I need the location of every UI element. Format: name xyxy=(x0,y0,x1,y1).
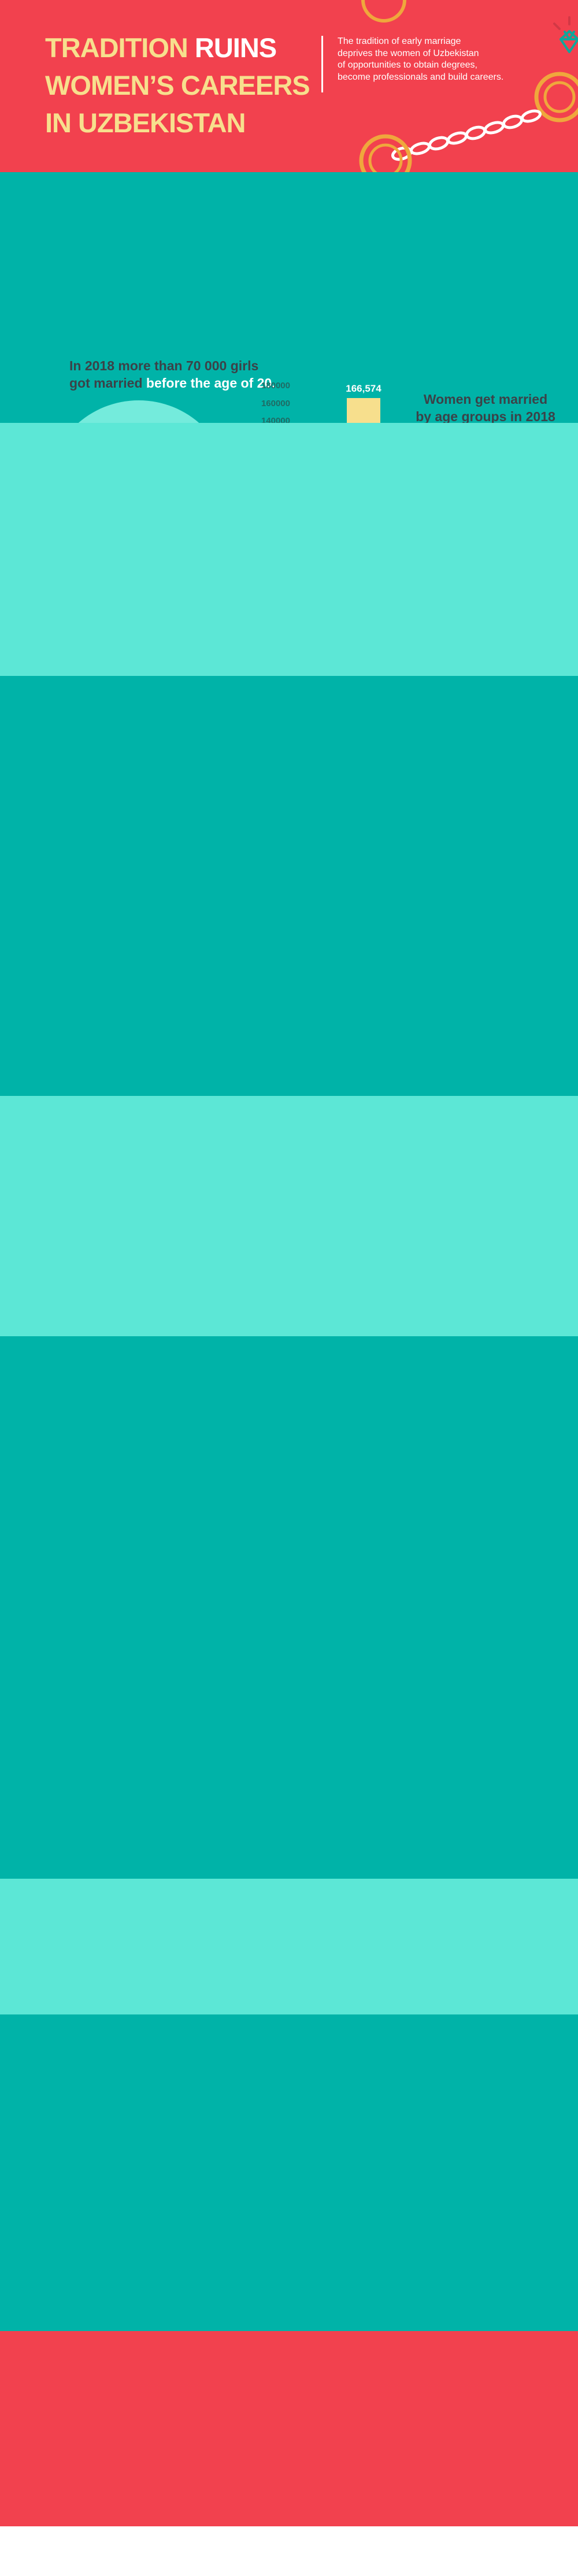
text-line: Women get married xyxy=(423,392,548,407)
text-line: by age groups in 2018 xyxy=(416,409,555,423)
ring-icon xyxy=(359,134,412,172)
footer-section: Source: gender.stat.uz; stat.uzCreated b… xyxy=(0,2526,578,2576)
text-line: TRADITION RUINS xyxy=(45,29,310,66)
educated-couples-section: The percentage of educated womenin marri… xyxy=(0,1096,578,1336)
header-intro-text: The tradition of early marriage deprives … xyxy=(338,36,503,83)
page-title: TRADITION RUINS WOMEN’S CAREERS IN UZBEKIS… xyxy=(45,29,310,142)
child-born-section: 26,0221 child1,4322 child613 child Child… xyxy=(0,2014,578,2331)
text-segment: got married xyxy=(69,376,146,391)
header-divider xyxy=(321,36,323,92)
y-tick-label: 180000 xyxy=(261,381,290,391)
ring-icon xyxy=(534,72,578,122)
sparkle-icon xyxy=(553,16,578,30)
text-line: deprives the women of Uzbekistan xyxy=(338,48,479,58)
text-segment: TRADITION xyxy=(45,32,195,63)
legal-age-section: Sometimes even under the legal age.27 51… xyxy=(0,1879,578,2014)
wedding-chain-decoration xyxy=(359,0,578,172)
average-age-section: Average age of marriage 2726252423222120… xyxy=(0,423,578,676)
text-segment: RUINS xyxy=(194,32,277,63)
married-lead-text: In 2018 more than 70 000 girls got marrie… xyxy=(69,357,276,392)
text-segment: WOMEN’S CAREERS xyxy=(45,70,310,101)
text-line: In 2018 more than 70 000 girls xyxy=(69,357,276,374)
university-section: Men go to university. Girls get married. xyxy=(0,676,578,1096)
married-by-age-section: In 2018 more than 70 000 girls got marrie… xyxy=(0,172,578,423)
bar xyxy=(347,397,380,423)
text-line: WOMEN’S CAREERS xyxy=(45,66,310,104)
text-segment: In 2018 more than 70 000 girls xyxy=(69,358,259,373)
text-line: The tradition of early marriage xyxy=(338,36,461,46)
chain-icon xyxy=(391,109,542,161)
bar-value-label: 166,574 xyxy=(346,382,381,394)
text-line: got married before the age of 20. xyxy=(69,374,276,392)
incomplete-education-section: Married men and womenwith incomplete hig… xyxy=(0,1336,578,1879)
women-married-bar-chart: 1800001600001400001200001000008000060000… xyxy=(249,377,572,423)
text-line: of opportunities to obtain degrees, xyxy=(338,60,477,70)
header-section: TRADITION RUINS WOMEN’S CAREERS IN UZBEKIS… xyxy=(0,0,578,172)
text-line: IN UZBEKISTAN xyxy=(45,104,310,142)
women-married-chart-title: Women get married by age groups in 2018 xyxy=(405,391,566,423)
y-tick-label: 140000 xyxy=(261,416,290,423)
diamond-icon xyxy=(560,30,578,53)
text-segment: IN UZBEKISTAN xyxy=(45,107,246,138)
bride-illustration xyxy=(81,417,197,423)
y-tick-label: 160000 xyxy=(261,398,290,408)
text-line: become professionals and build careers. xyxy=(338,72,504,82)
outro-section: Early marriagesdramatically reduceswomen… xyxy=(0,2331,578,2526)
text-segment: before the age of 20. xyxy=(146,376,276,391)
